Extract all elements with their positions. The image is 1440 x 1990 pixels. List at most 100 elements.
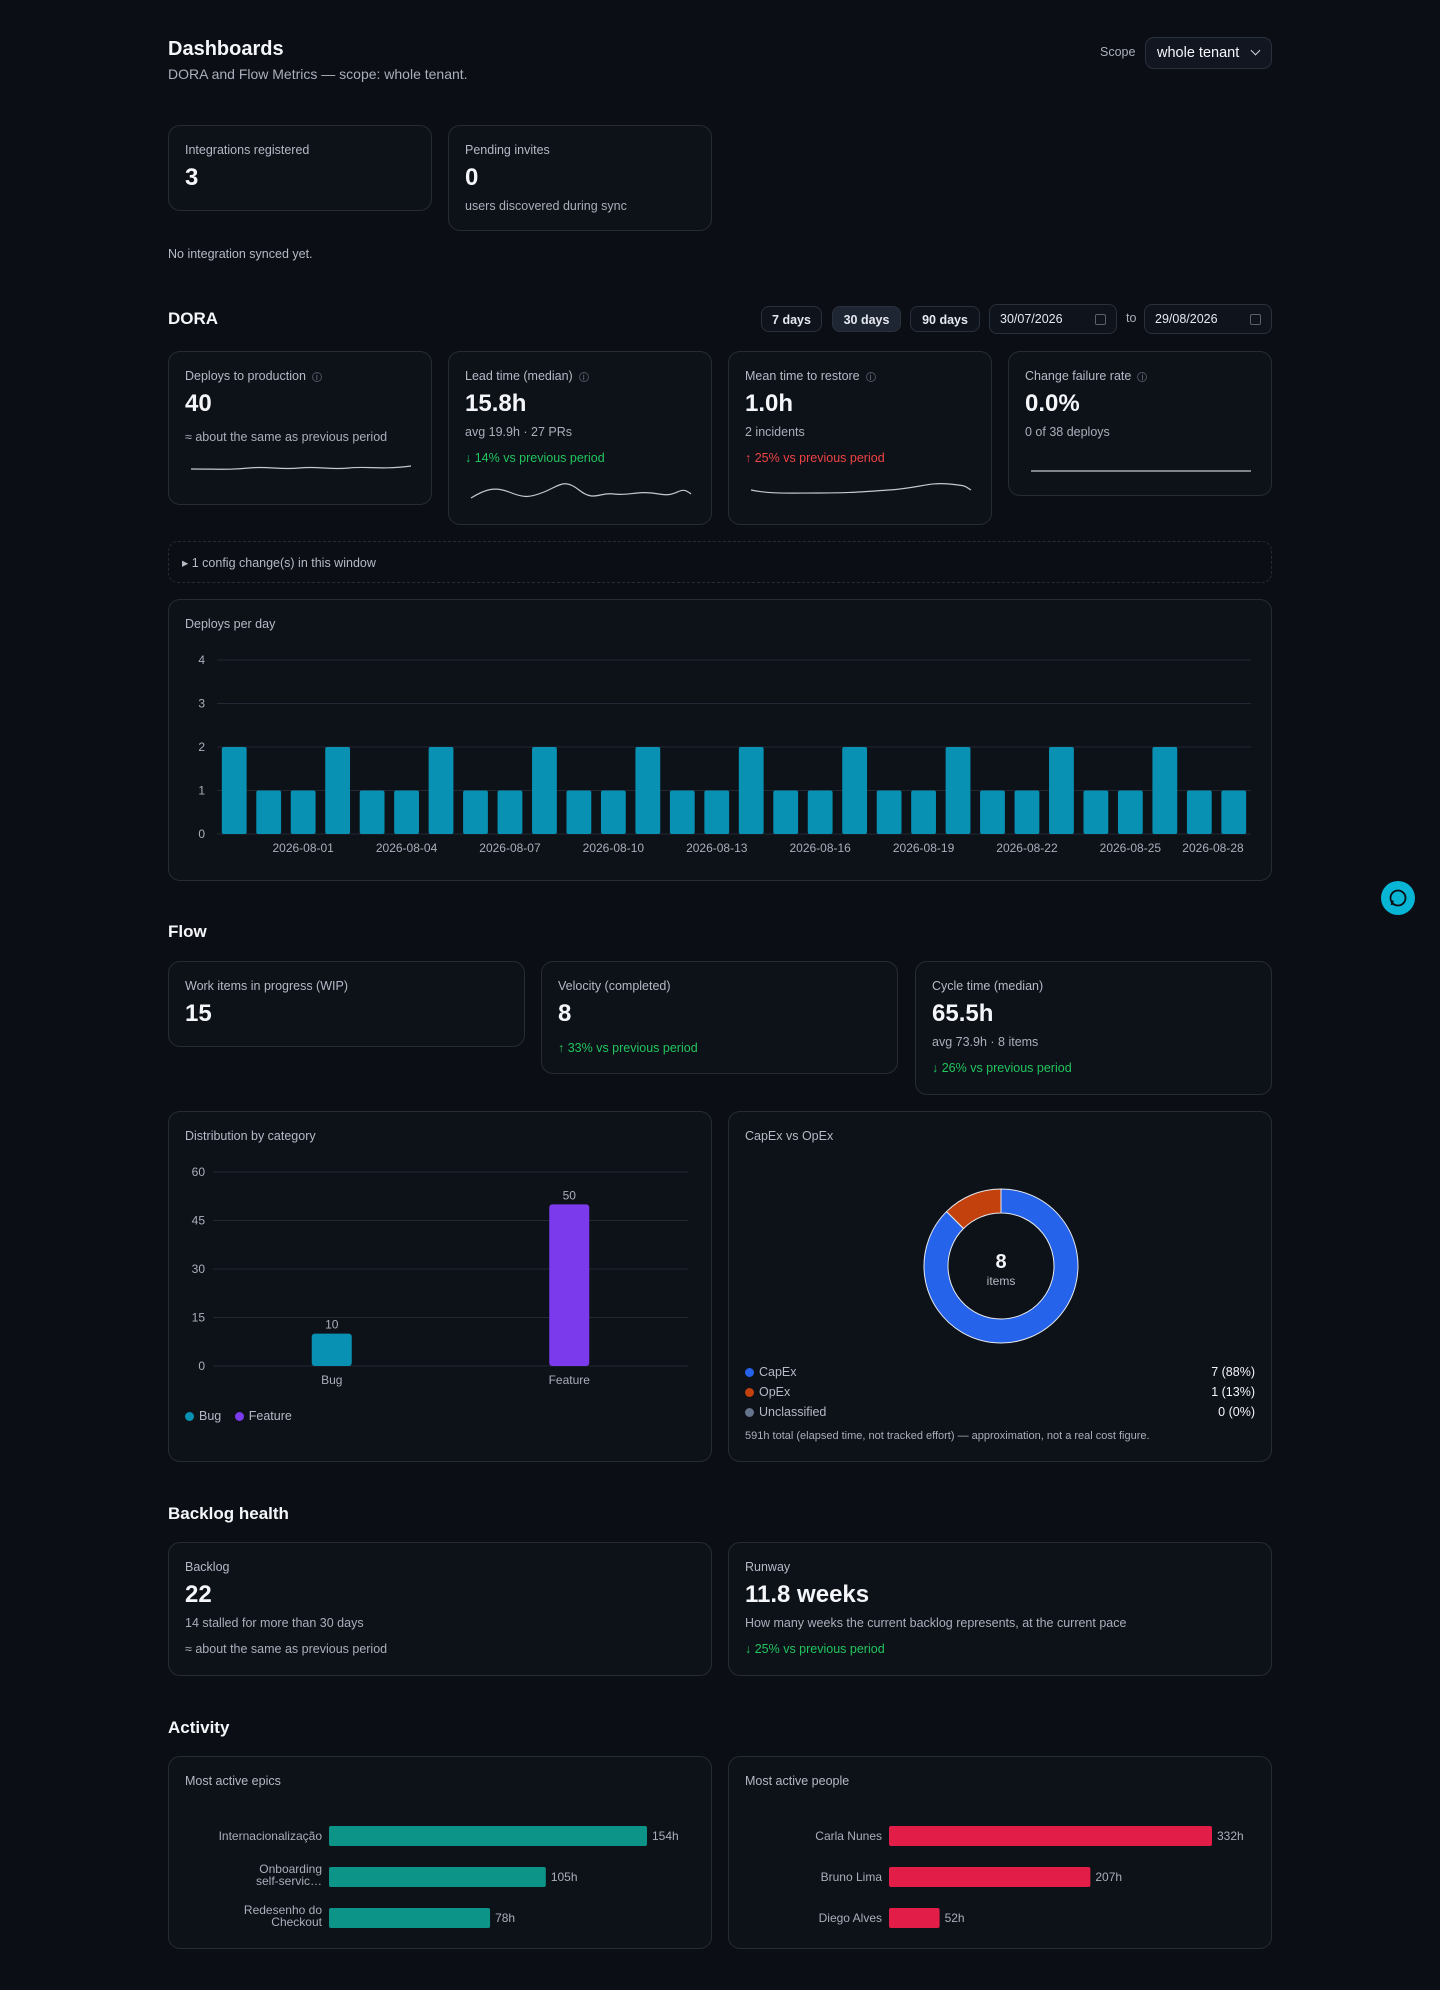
runway-trend: ↓ 25% vs previous period (745, 1642, 885, 1656)
range-90-days-button[interactable]: 90 days (910, 306, 980, 332)
chat-button[interactable] (1381, 881, 1415, 915)
bar-value-label: 207h (1095, 1870, 1122, 1884)
deploys-trend: ≈ about the same as previous period (185, 430, 388, 444)
y-tick-label: 15 (192, 1311, 206, 1325)
deploy-bar (428, 747, 454, 834)
deploy-bar (945, 747, 971, 834)
runway-value: 11.8 weeks (745, 1581, 870, 1608)
x-tick-label: Bug (321, 1373, 342, 1387)
chat-icon (1389, 889, 1407, 907)
date-to-input[interactable]: 29/08/2026 (1144, 304, 1272, 334)
info-icon[interactable]: i (578, 371, 589, 382)
wip-value: 15 (185, 1000, 212, 1027)
legend-value: 1 (13%) (1211, 1385, 1255, 1399)
y-tick-label: 60 (192, 1165, 206, 1179)
wip-label: Work items in progress (WIP) (185, 979, 348, 993)
deploy-bar (1152, 747, 1178, 834)
active-people-card: Most active people Carla Nunes 332h Bruno … (728, 1756, 1272, 1949)
donut-slice-opex (945, 1188, 1002, 1230)
scope-select[interactable]: whole tenant (1145, 37, 1272, 69)
deploy-bar (1083, 790, 1109, 834)
category-bar (311, 1333, 352, 1366)
lead-time-value: 15.8h (465, 390, 527, 417)
lead-time-label: Lead time (median) i (465, 369, 589, 383)
category-bar (549, 1204, 590, 1366)
integrations-registered-card: Integrations registered 3 (168, 125, 432, 211)
deploy-bar (876, 790, 902, 834)
deploy-bar (359, 790, 385, 834)
bar-value-label: 105h (551, 1870, 578, 1884)
x-tick-label: 2026-08-13 (686, 841, 748, 855)
bar-value-label: 52h (945, 1911, 965, 1925)
active-people-title: Most active people (745, 1774, 850, 1788)
deploy-bar (738, 747, 764, 834)
flow-heading: Flow (168, 922, 207, 941)
config-changes-toggle[interactable]: ▸ 1 config change(s) in this window (168, 541, 1272, 583)
bar-category-label: Onboarding (259, 1862, 322, 1876)
activity-heading: Activity (168, 1718, 230, 1737)
lead-time-trend: ↓ 14% vs previous period (465, 451, 605, 465)
deploys-per-day-chart: 0 1 2 3 4 2026-08-01 2026-08-04 2026-08-07 2026-… (198, 653, 1251, 855)
capex-opex-card: CapEx vs OpEx 8 items CapEx 7 (88%) OpEx 1 (… (728, 1111, 1272, 1462)
y-tick-label: 45 (192, 1214, 206, 1228)
deploy-bar (1014, 790, 1040, 834)
legend-dot (745, 1368, 754, 1378)
deploy-bar (497, 790, 523, 834)
deploy-bar (635, 747, 661, 834)
legend-row-unclassified: Unclassified 0 (0%) (745, 1405, 1255, 1425)
deploy-bar (807, 790, 833, 834)
page-title: Dashboards (168, 38, 284, 60)
deploy-bar (1221, 790, 1247, 834)
deploy-bar (773, 790, 799, 834)
backlog-label: Backlog (185, 1560, 230, 1574)
range-7-days-button[interactable]: 7 days (761, 306, 822, 332)
deploy-bar (1186, 790, 1212, 834)
mttr-label: Mean time to restore i (745, 369, 876, 383)
x-tick-label: Feature (549, 1373, 591, 1387)
mttr-sparkline (750, 483, 972, 494)
bar-category-label: Checkout (271, 1915, 322, 1929)
capex-opex-legend: CapEx 7 (88%) OpEx 1 (13%) Unclassified 0 (0%… (745, 1365, 1255, 1425)
date-to-value: 29/08/2026 (1155, 312, 1218, 326)
activity-bar (889, 1826, 1212, 1846)
change-failure-sparkline (1031, 470, 1251, 472)
cycle-time-detail: avg 73.9h · 8 items (932, 1035, 1039, 1049)
range-30-days-button[interactable]: 30 days (832, 306, 901, 332)
donut-center-label: items (987, 1274, 1016, 1288)
backlog-trend: ≈ about the same as previous period (185, 1642, 388, 1656)
active-people-chart: Carla Nunes 332h Bruno Lima 207h Diego Alves… (815, 1826, 1244, 1928)
deploys-per-day-card: Deploys per day 0 1 2 3 4 2026-08-01 2026-08-0… (168, 599, 1272, 881)
distribution-title: Distribution by category (185, 1129, 316, 1143)
deploy-bar (600, 790, 626, 834)
deploy-bar (290, 790, 316, 834)
legend-row-opex: OpEx 1 (13%) (745, 1385, 1255, 1405)
x-tick-label: 2026-08-01 (272, 841, 334, 855)
scope-select-value: whole tenant (1157, 45, 1240, 61)
legend-dot (745, 1388, 754, 1398)
info-icon[interactable]: i (311, 371, 322, 382)
info-icon[interactable]: i (865, 371, 876, 382)
activity-bar (889, 1908, 940, 1928)
pending-invites-note: users discovered during sync (465, 199, 627, 213)
date-from-input[interactable]: 30/07/2026 (989, 304, 1117, 334)
sync-status: No integration synced yet. (168, 247, 313, 261)
mttr-trend: ↑ 25% vs previous period (745, 451, 885, 465)
bar-category-label: Redesenho do (244, 1903, 322, 1917)
distribution-chart: 0 15 30 45 60 10 Bug 50 Feature (192, 1165, 688, 1387)
activity-bar (889, 1867, 1091, 1887)
y-tick-label: 0 (198, 827, 205, 841)
runway-label: Runway (745, 1560, 791, 1574)
info-icon[interactable]: i (1137, 371, 1148, 382)
activity-bar (329, 1826, 647, 1846)
backlog-value: 22 (185, 1581, 212, 1608)
change-failure-card: Change failure rate i 0.0% 0 of 38 deploy… (1008, 351, 1272, 496)
deploy-bar (704, 790, 730, 834)
capex-opex-title: CapEx vs OpEx (745, 1129, 834, 1143)
config-changes-text: ▸ 1 config change(s) in this window (182, 556, 376, 570)
change-failure-label: Change failure rate i (1025, 369, 1148, 383)
lead-time-card: Lead time (median) i 15.8h avg 19.9h · 27… (448, 351, 712, 525)
activity-bar (329, 1867, 546, 1887)
lead-time-detail: avg 19.9h · 27 PRs (465, 425, 573, 439)
active-epics-chart: Internacionalização 154h Onboardingself-se… (219, 1826, 679, 1929)
